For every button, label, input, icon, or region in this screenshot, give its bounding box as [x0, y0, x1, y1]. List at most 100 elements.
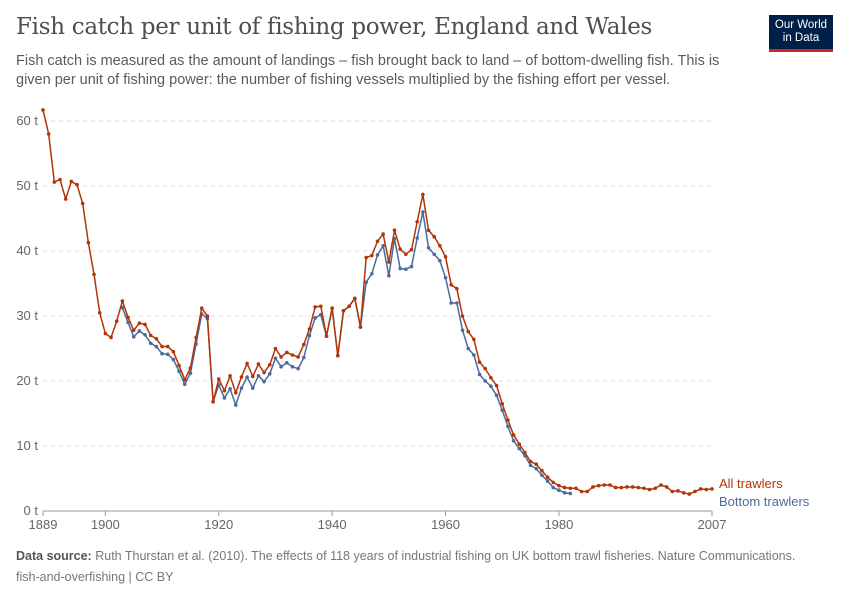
data-point [664, 485, 669, 489]
data-point [540, 468, 544, 473]
data-point [528, 459, 533, 464]
data-point [171, 357, 176, 362]
data-point [324, 334, 329, 338]
data-point [228, 374, 232, 378]
data-point [307, 327, 312, 331]
data-point [86, 240, 91, 245]
data-point [256, 374, 261, 378]
data-point [205, 314, 210, 318]
y-tick-label: 20 t [16, 373, 38, 388]
chart-subtitle: Fish catch is measured as the amount of … [16, 53, 720, 88]
chart-title: Fish catch per unit of fishing power, En… [16, 14, 653, 40]
data-point [534, 462, 539, 467]
data-point [500, 401, 505, 406]
data-point [131, 328, 136, 333]
data-point [58, 177, 62, 182]
data-point [375, 239, 380, 244]
data-point [126, 315, 130, 320]
data-point [239, 386, 244, 390]
data-point [114, 319, 119, 324]
data-point [534, 466, 539, 471]
data-point [222, 388, 227, 393]
data-point [443, 255, 448, 259]
data-point [710, 487, 714, 491]
data-point [387, 273, 391, 278]
data-point [279, 364, 283, 369]
data-point [273, 356, 278, 361]
data-point [398, 266, 402, 271]
data-point [97, 310, 102, 315]
data-point [154, 336, 159, 341]
data-point [381, 244, 385, 248]
data-point [619, 485, 624, 490]
data-point [557, 483, 561, 488]
data-point [460, 328, 465, 333]
data-point [585, 489, 590, 494]
data-point [52, 180, 57, 184]
data-point [319, 304, 323, 309]
data-point [551, 480, 556, 485]
data-point [591, 485, 595, 489]
data-point [472, 337, 476, 342]
data-point [233, 403, 238, 407]
x-tick-label: 1889 [29, 517, 58, 532]
footer-line2[interactable]: fish-and-overfishing | CC BY [16, 570, 174, 584]
data-point [267, 362, 272, 367]
data-point [182, 377, 187, 382]
data-point [188, 366, 193, 370]
data-point [698, 487, 703, 491]
data-point [483, 379, 488, 383]
data-point [160, 351, 164, 356]
data-point [409, 264, 414, 269]
data-point [596, 483, 601, 488]
data-point [256, 362, 261, 366]
data-point [494, 393, 499, 398]
data-point [602, 483, 607, 487]
data-point [489, 375, 493, 380]
data-point [517, 442, 522, 446]
data-point [353, 296, 357, 301]
y-tick-label: 40 t [16, 243, 38, 258]
x-tick-label: 1940 [318, 517, 347, 532]
data-point [455, 301, 459, 305]
data-point [438, 244, 442, 248]
x-tick-label: 2007 [698, 517, 727, 532]
data-point [120, 299, 125, 303]
data-point [506, 424, 510, 429]
data-point [387, 260, 391, 264]
data-point [511, 433, 516, 437]
data-point [421, 210, 425, 214]
data-point [296, 366, 300, 371]
data-point [579, 489, 584, 494]
data-point [143, 333, 147, 337]
owid-logo[interactable]: Our World in Data [769, 15, 833, 52]
y-tick-label: 50 t [16, 178, 38, 193]
data-point [177, 363, 181, 368]
data-point [296, 355, 300, 359]
data-point [506, 418, 510, 422]
data-point [409, 247, 414, 252]
data-point [477, 360, 482, 364]
data-point [676, 489, 680, 493]
data-point [92, 272, 96, 277]
data-point [364, 255, 368, 260]
data-point [489, 384, 493, 389]
data-point [262, 379, 266, 384]
y-tick-label: 10 t [16, 438, 38, 453]
series-line-bottom-trawlers [121, 211, 571, 495]
footer: Data source: Ruth Thurstan et al. (2010)… [16, 546, 795, 588]
data-point [143, 322, 147, 327]
data-point [336, 353, 340, 358]
data-point [131, 335, 136, 339]
data-point [46, 132, 51, 136]
data-point [426, 228, 431, 232]
data-point [574, 486, 578, 491]
data-point [165, 344, 170, 349]
data-point [171, 349, 176, 354]
data-point [290, 353, 295, 357]
data-point [313, 305, 317, 309]
data-point [177, 369, 181, 374]
data-point [608, 483, 612, 487]
data-point [647, 487, 652, 492]
data-point [160, 344, 164, 349]
